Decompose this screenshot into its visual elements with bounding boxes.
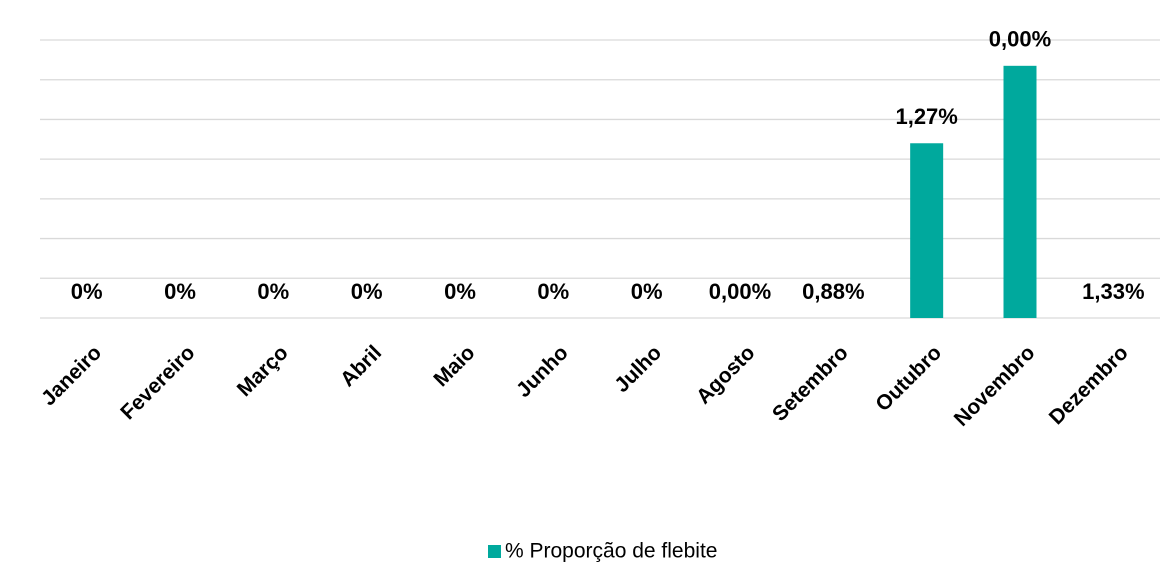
value-label: 0% — [71, 279, 103, 304]
value-label: 0,00% — [989, 27, 1051, 52]
value-label: 1,27% — [895, 104, 957, 129]
x-tick-label: Maio — [429, 341, 479, 391]
value-label: 0,00% — [709, 279, 771, 304]
x-tick-label: Março — [233, 341, 293, 401]
x-tick-label: Agosto — [692, 341, 759, 408]
bar — [1003, 65, 1037, 318]
x-tick-label: Janeiro — [37, 341, 106, 410]
value-label: 0,88% — [802, 279, 864, 304]
legend-swatch — [488, 545, 501, 558]
value-label: 0% — [164, 279, 196, 304]
value-label: 0% — [444, 279, 476, 304]
x-tick-label: Dezembro — [1045, 341, 1133, 429]
legend-label: % Proporção de flebite — [505, 540, 717, 563]
value-label: 0% — [351, 279, 383, 304]
x-tick-label: Julho — [610, 341, 666, 397]
x-tick-label: Junho — [512, 341, 573, 402]
bar — [910, 143, 944, 318]
value-label: 1,33% — [1082, 279, 1144, 304]
value-label: 0% — [257, 279, 289, 304]
value-label: 0% — [631, 279, 663, 304]
x-tick-label: Novembro — [950, 341, 1040, 431]
x-tick-label: Abril — [336, 341, 386, 391]
x-tick-label: Outubro — [871, 341, 946, 416]
x-tick-label: Fevereiro — [116, 341, 199, 424]
value-label: 0% — [537, 279, 569, 304]
x-tick-label: Setembro — [768, 341, 853, 426]
